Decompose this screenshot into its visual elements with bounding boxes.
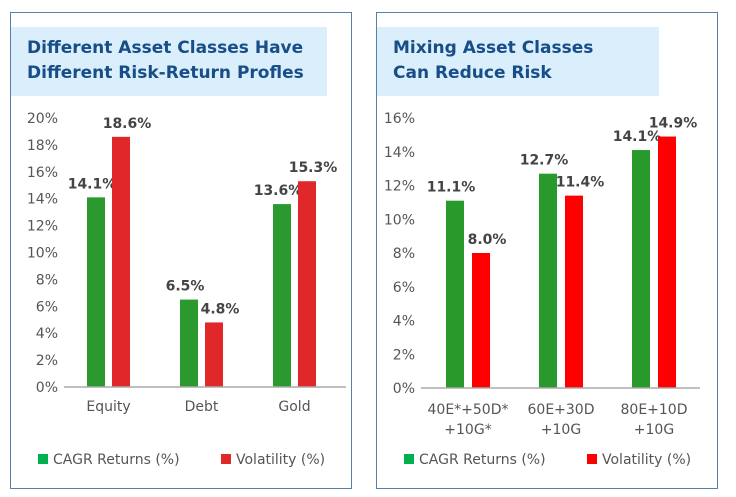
- chart-title: Mixing Asset Classes Can Reduce Risk: [377, 27, 659, 96]
- bar-cagr: [180, 299, 198, 387]
- y-tick-label: 6%: [36, 299, 58, 315]
- bar-volatility: [658, 136, 676, 388]
- category-label: 60E+30D: [528, 402, 595, 418]
- bar-volatility: [565, 195, 583, 388]
- y-tick-label: 10%: [27, 246, 58, 262]
- y-tick-label: 14%: [27, 192, 58, 208]
- y-tick-label: 12%: [384, 179, 415, 195]
- panel-mixing-assets: Mixing Asset Classes Can Reduce Risk 0% 2…: [376, 12, 718, 489]
- data-label: 6.5%: [166, 279, 205, 295]
- bar-cagr: [539, 173, 557, 388]
- data-label: 12.7%: [520, 153, 569, 169]
- category-label: Gold: [278, 399, 310, 415]
- data-label: 13.6%: [254, 183, 303, 199]
- bar-volatility: [472, 253, 490, 388]
- y-tick-label: 0%: [393, 381, 415, 397]
- data-label: 8.0%: [468, 232, 507, 248]
- data-label: 4.8%: [201, 301, 240, 317]
- legend-label: Volatility (%): [236, 452, 325, 468]
- data-label: 11.4%: [556, 175, 605, 191]
- y-tick-label: 14%: [384, 145, 415, 161]
- data-label: 15.3%: [289, 160, 338, 176]
- y-tick-label: 10%: [384, 212, 415, 228]
- legend-swatch: [587, 454, 597, 464]
- y-tick-label: 16%: [384, 111, 415, 127]
- y-tick-label: 2%: [36, 353, 58, 369]
- y-tick-label: 0%: [36, 380, 58, 396]
- bar-cagr: [446, 200, 464, 388]
- y-tick-label: 16%: [27, 165, 58, 181]
- data-label: 14.9%: [649, 116, 698, 132]
- category-label: 40E*+50D*: [428, 402, 509, 418]
- category-label: +10G: [634, 422, 674, 438]
- y-tick-label: 18%: [27, 138, 58, 154]
- y-tick-label: 8%: [36, 272, 58, 288]
- y-tick-label: 2%: [393, 347, 415, 363]
- bar-volatility: [205, 322, 223, 387]
- legend-label: CAGR Returns (%): [419, 452, 546, 468]
- data-label: 18.6%: [103, 116, 152, 132]
- legend-swatch: [404, 454, 414, 464]
- category-label: 80E+10D: [621, 402, 688, 418]
- chart-title: Different Asset Classes Have Different R…: [11, 27, 327, 96]
- bar-chart-mixing-assets: 0% 2% 4% 6% 8% 10% 12% 14% 16% 11.1% 12.7% 14.1% 8.0…: [384, 111, 700, 468]
- bar-chart-asset-classes: 0% 2% 4% 6% 8% 10% 12% 14% 16% 18% 20% 14.1% 6.5% 13.…: [27, 111, 346, 468]
- panel-asset-classes: Different Asset Classes Have Different R…: [10, 12, 352, 489]
- bar-cagr: [87, 197, 105, 387]
- category-label: Equity: [86, 399, 130, 415]
- legend-swatch: [221, 454, 231, 464]
- y-tick-label: 8%: [393, 246, 415, 262]
- bar-cagr: [273, 204, 291, 387]
- y-tick-label: 4%: [393, 314, 415, 330]
- data-label: 14.1%: [68, 176, 117, 192]
- bar-cagr: [632, 150, 650, 388]
- y-tick-label: 20%: [27, 111, 58, 127]
- legend-label: Volatility (%): [602, 452, 691, 468]
- category-label: +10G: [541, 422, 581, 438]
- legend-label: CAGR Returns (%): [53, 452, 180, 468]
- data-label: 14.1%: [613, 129, 662, 145]
- legend-swatch: [38, 454, 48, 464]
- y-tick-label: 4%: [36, 326, 58, 342]
- category-label: Debt: [185, 399, 219, 415]
- data-label: 11.1%: [427, 180, 476, 196]
- bar-volatility: [112, 136, 130, 387]
- y-tick-label: 6%: [393, 280, 415, 296]
- category-label: +10G*: [444, 422, 491, 438]
- y-tick-label: 12%: [27, 219, 58, 235]
- bar-volatility: [298, 181, 316, 387]
